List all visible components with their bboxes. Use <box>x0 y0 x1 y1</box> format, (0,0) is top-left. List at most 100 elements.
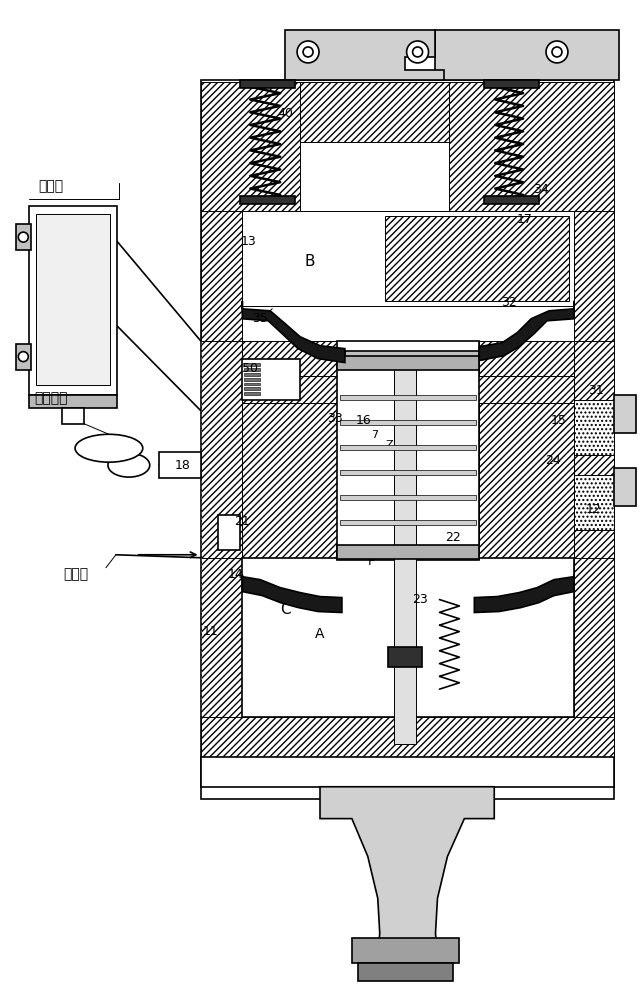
Bar <box>358 963 453 981</box>
Circle shape <box>19 352 28 362</box>
Text: 制动缸: 制动缸 <box>39 179 64 193</box>
Text: 11: 11 <box>203 625 218 638</box>
Bar <box>30 395 117 408</box>
Bar <box>337 356 480 370</box>
Bar <box>435 30 619 80</box>
Bar <box>242 558 574 717</box>
Bar <box>352 938 460 963</box>
Bar <box>245 368 260 371</box>
Polygon shape <box>242 301 345 363</box>
Bar <box>16 224 31 250</box>
Bar <box>340 495 476 500</box>
Bar <box>245 387 260 390</box>
Text: 50: 50 <box>242 362 258 375</box>
Bar <box>574 211 614 341</box>
Bar <box>200 717 614 757</box>
Text: C: C <box>280 602 290 617</box>
Bar <box>340 395 476 400</box>
Bar <box>242 211 574 306</box>
Bar <box>480 341 574 376</box>
Bar <box>340 420 476 425</box>
Bar <box>218 515 240 550</box>
Bar <box>480 403 574 558</box>
Bar <box>614 468 636 506</box>
Text: F: F <box>369 555 376 568</box>
Bar <box>300 82 449 142</box>
Text: 17: 17 <box>516 213 532 226</box>
Bar <box>242 403 337 558</box>
Bar <box>240 80 295 88</box>
Bar <box>484 80 539 88</box>
Bar <box>574 341 614 560</box>
Bar <box>30 206 117 395</box>
Bar <box>242 376 574 403</box>
Text: 21: 21 <box>234 515 250 528</box>
Bar <box>340 445 476 450</box>
Bar <box>340 470 476 475</box>
Circle shape <box>297 41 319 63</box>
Text: 35: 35 <box>252 312 268 325</box>
Text: 15: 15 <box>551 414 567 427</box>
Circle shape <box>413 47 422 57</box>
Polygon shape <box>474 575 574 613</box>
Circle shape <box>303 47 313 57</box>
Bar <box>388 647 422 667</box>
Bar <box>245 383 260 385</box>
Bar <box>159 452 200 478</box>
Text: 24: 24 <box>545 454 561 467</box>
Circle shape <box>546 41 568 63</box>
Text: 40: 40 <box>277 107 293 120</box>
Bar <box>340 520 476 525</box>
Ellipse shape <box>108 453 150 477</box>
Text: 7: 7 <box>371 430 378 440</box>
Ellipse shape <box>75 434 143 462</box>
Text: 23: 23 <box>412 593 428 606</box>
Text: 降压风缸: 降压风缸 <box>35 391 68 405</box>
Bar <box>337 341 480 560</box>
Bar <box>484 196 539 204</box>
Text: 32: 32 <box>501 296 517 309</box>
Bar <box>200 341 242 560</box>
Bar <box>345 351 480 367</box>
Bar <box>385 216 569 301</box>
Text: 34: 34 <box>533 183 549 196</box>
Polygon shape <box>320 787 494 973</box>
Text: 16: 16 <box>356 414 372 427</box>
Bar <box>245 378 260 381</box>
Circle shape <box>19 232 28 242</box>
Text: A: A <box>315 627 325 641</box>
Circle shape <box>552 47 562 57</box>
Bar <box>449 82 614 291</box>
Text: 33: 33 <box>327 412 343 425</box>
Bar <box>16 344 31 370</box>
Bar <box>394 356 415 744</box>
Polygon shape <box>285 30 444 80</box>
Bar <box>574 400 614 455</box>
Text: 22: 22 <box>446 531 462 544</box>
Bar <box>242 341 337 376</box>
Bar <box>574 475 614 530</box>
Text: 14: 14 <box>227 568 243 581</box>
Bar <box>240 196 295 204</box>
Polygon shape <box>480 301 574 361</box>
Polygon shape <box>242 575 342 613</box>
Text: B: B <box>305 254 315 269</box>
Bar <box>614 395 636 433</box>
Bar <box>36 214 110 385</box>
Polygon shape <box>200 80 614 799</box>
Text: 18: 18 <box>175 459 191 472</box>
Text: Z: Z <box>386 440 394 450</box>
Text: 控制阀: 控制阀 <box>64 568 89 582</box>
Text: 31: 31 <box>588 384 603 397</box>
Bar <box>200 82 300 291</box>
Bar <box>337 545 480 559</box>
Text: E: E <box>252 384 259 397</box>
Bar <box>245 373 260 376</box>
Bar <box>574 558 614 717</box>
Polygon shape <box>242 359 300 400</box>
Bar <box>245 363 260 366</box>
Bar <box>245 392 260 395</box>
Bar <box>200 558 242 717</box>
Bar <box>200 757 614 787</box>
Bar <box>62 408 84 424</box>
